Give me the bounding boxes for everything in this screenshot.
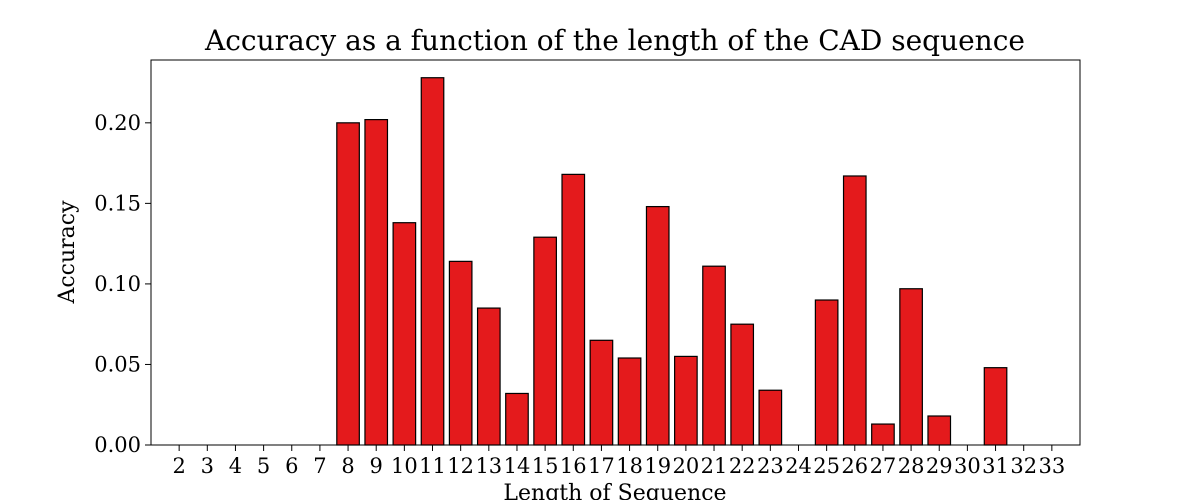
y-tick-label: 0.20	[94, 111, 141, 135]
x-tick-label: 31	[982, 454, 1009, 478]
x-tick-label: 23	[757, 454, 784, 478]
x-tick-label: 25	[813, 454, 840, 478]
bar-29	[927, 415, 952, 446]
bar-11	[420, 77, 445, 446]
chart-title: Accuracy as a function of the length of …	[204, 24, 1025, 57]
x-tick-label: 33	[1038, 454, 1065, 478]
bar-19	[645, 205, 670, 446]
x-tick-label: 15	[532, 454, 559, 478]
plot-area: 0.000.050.100.150.202 3 4 5 6 7 8 9 10 11 12 13 14 15…	[94, 59, 1081, 478]
x-tick-label: 7	[313, 454, 326, 478]
x-tick-label: 8	[341, 454, 354, 478]
bar-12	[448, 260, 473, 446]
bar-8	[336, 122, 360, 446]
x-tick-label: 32	[1010, 454, 1037, 478]
bar-16	[561, 173, 586, 446]
x-tick-label: 22	[729, 454, 756, 478]
x-tick-label: 26	[841, 454, 868, 478]
y-tick-label: 0.05	[94, 352, 141, 376]
bar-23	[758, 389, 783, 446]
y-tick-label: 0.10	[94, 272, 141, 296]
x-tick-label: 10	[391, 454, 418, 478]
x-tick-label: 6	[285, 454, 298, 478]
plot-frame	[150, 59, 1081, 446]
x-tick-label: 16	[560, 454, 587, 478]
x-tick-label: 11	[419, 454, 446, 478]
bar-21	[702, 265, 726, 446]
bar-14	[505, 392, 529, 446]
bar-25	[814, 299, 839, 446]
x-tick-label: 13	[475, 454, 502, 478]
x-tick-label: 4	[229, 454, 242, 478]
bar-22	[730, 323, 755, 446]
x-tick-label: 30	[954, 454, 981, 478]
y-tick-label: 0.15	[94, 191, 141, 215]
x-tick-label: 29	[926, 454, 953, 478]
bar-15	[533, 236, 557, 446]
bar-26	[842, 175, 867, 446]
x-tick-label: 19	[644, 454, 671, 478]
bar-20	[674, 355, 698, 446]
x-tick-label: 5	[257, 454, 270, 478]
bar-10	[392, 222, 417, 446]
bar-28	[899, 288, 923, 446]
x-tick-label: 14	[504, 454, 531, 478]
bar-18	[617, 357, 642, 446]
x-tick-label: 18	[616, 454, 643, 478]
y-axis-label: Accuracy	[55, 200, 80, 305]
x-tick-label: 28	[898, 454, 925, 478]
bar-27	[871, 423, 895, 446]
bar-17	[589, 339, 614, 446]
bar-31	[983, 367, 1008, 446]
x-tick-label: 2	[172, 454, 185, 478]
x-tick-label: 21	[701, 454, 728, 478]
x-tick-label: 27	[870, 454, 897, 478]
x-tick-label: 24	[785, 454, 812, 478]
x-tick-label: 9	[370, 454, 383, 478]
x-axis-label: Length of Sequence	[503, 481, 726, 500]
bar-13	[476, 307, 501, 446]
x-tick-label: 3	[201, 454, 214, 478]
y-tick-label: 0.00	[94, 433, 141, 457]
x-tick-label: 17	[588, 454, 615, 478]
x-tick-label: 20	[673, 454, 700, 478]
bar-9	[364, 119, 389, 446]
x-tick-label: 12	[447, 454, 474, 478]
